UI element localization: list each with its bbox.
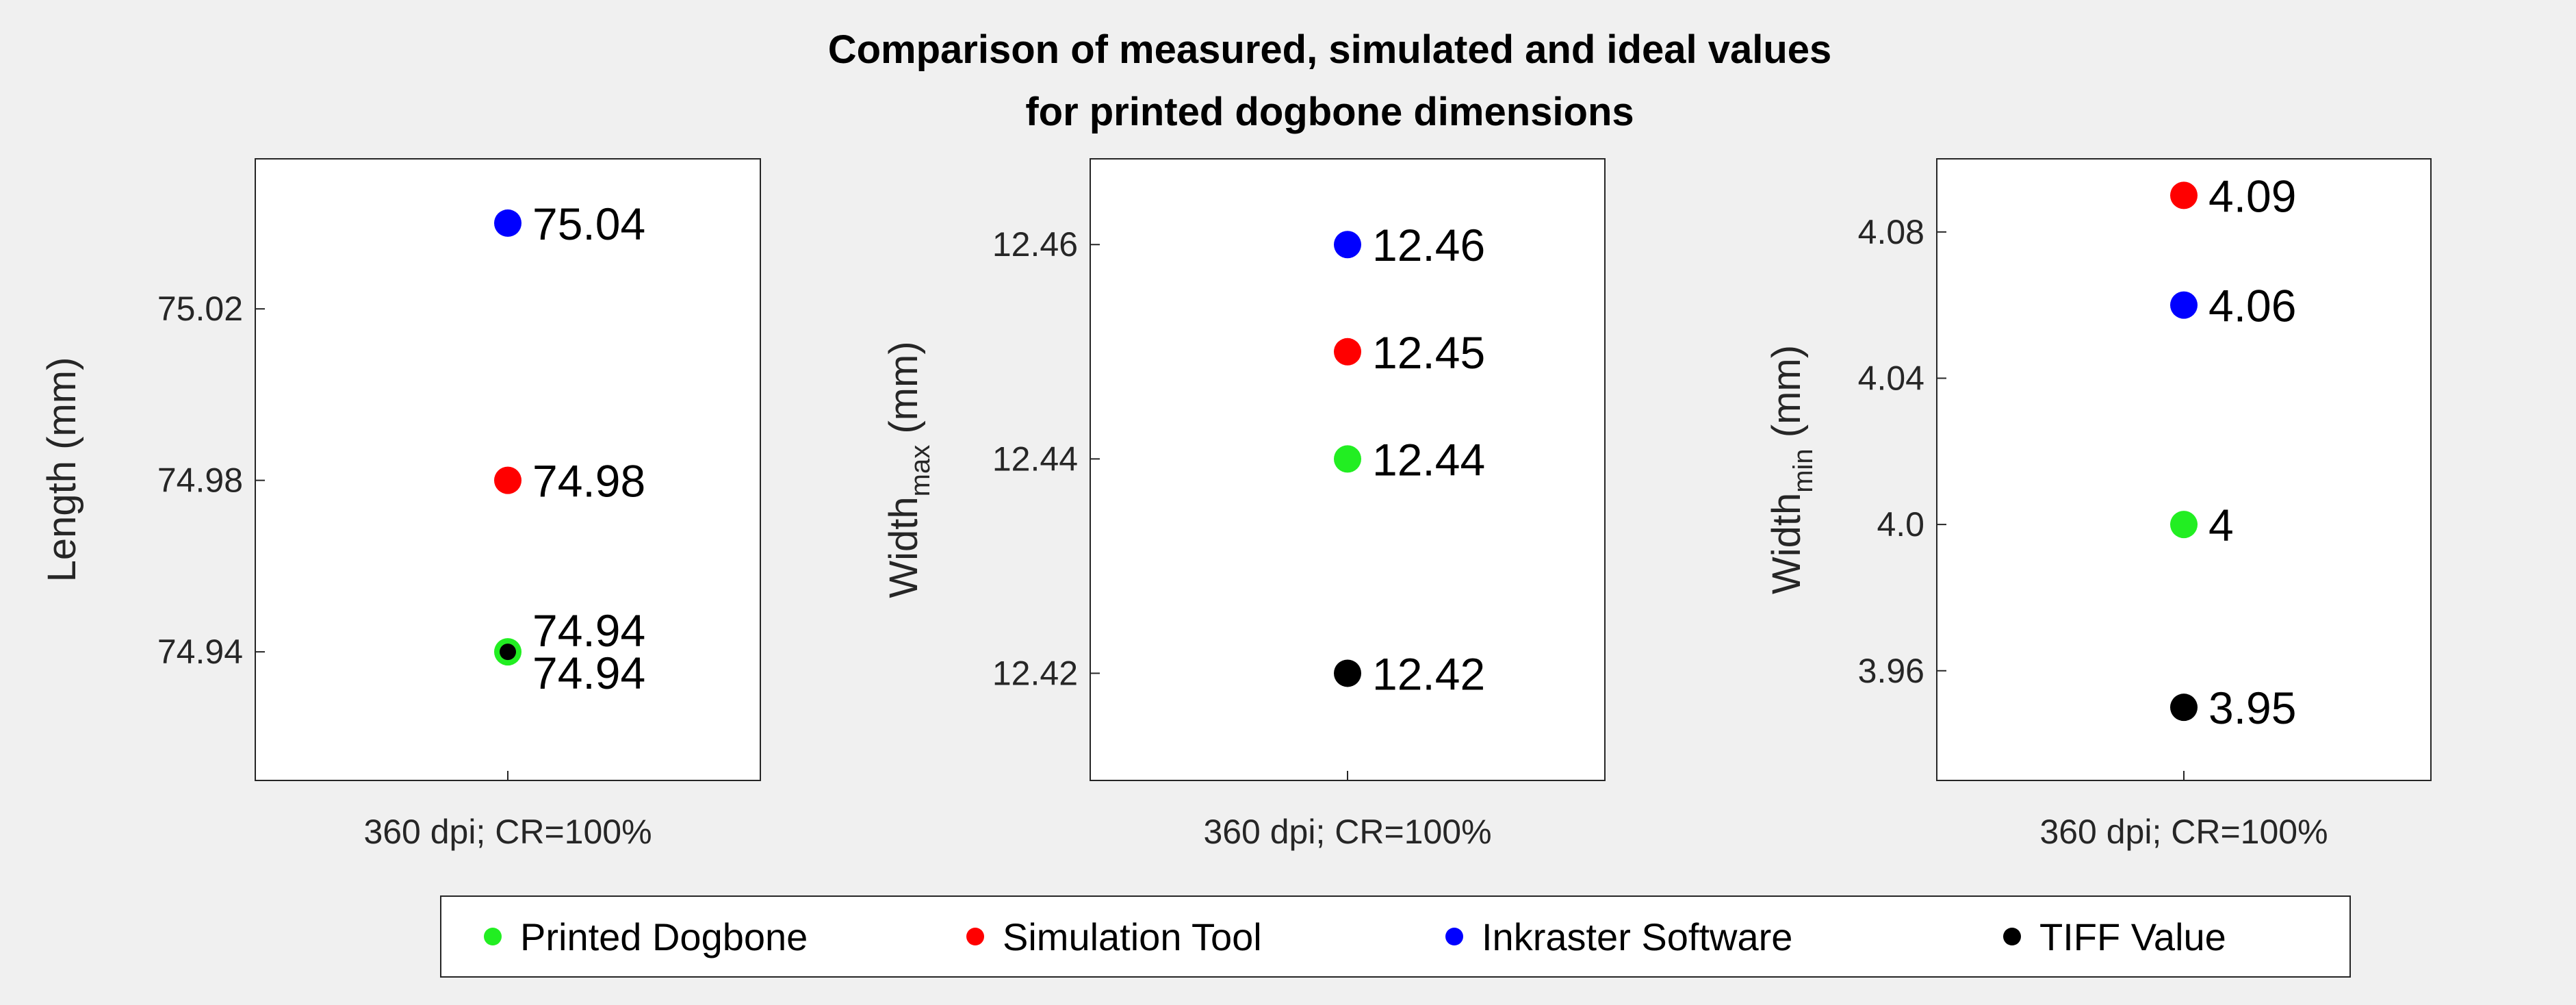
data-label-simulation: 12.45 [1372,327,1485,378]
y-tick-label: 4.0 [1877,505,1924,544]
data-label-printed: 4 [2208,500,2234,550]
legend-marker-simulation [966,928,984,945]
data-point-inkraster [1334,231,1361,259]
data-point-simulation [2170,181,2198,209]
data-point-simulation [1334,338,1361,366]
legend-marker-tiff [2003,928,2021,945]
data-label-simulation: 74.98 [532,456,645,507]
panel-1: 74.94 74.98 75.02 360 dpi; CR=100% Length (m… [40,158,761,851]
data-point-inkraster [494,209,521,237]
y-tick-label: 74.98 [157,461,243,500]
legend-marker-printed [484,928,502,945]
data-label-inkraster: 4.06 [2208,281,2296,331]
data-label-inkraster: 75.04 [532,199,645,249]
y-tick-label: 12.44 [992,440,1078,478]
data-point-tiff [2170,694,2198,722]
legend-label-printed: Printed Dogbone [520,915,808,958]
y-tick-label: 3.96 [1858,652,1924,690]
x-tick-label: 360 dpi; CR=100% [363,813,652,851]
data-label-tiff: 12.42 [1372,648,1485,699]
data-point-printed [2170,511,2198,539]
panels: 74.94 74.98 75.02 360 dpi; CR=100% Length (m… [40,158,2432,851]
y-axis-label-subscript: min [1788,448,1818,492]
data-point-printed [1334,445,1361,473]
y-tick-label: 75.02 [157,290,243,328]
data-point-tiff [1334,659,1361,687]
y-axis-label-unit: (mm) [881,341,926,444]
data-label-tiff: 3.95 [2208,683,2296,733]
x-tick-label: 360 dpi; CR=100% [2039,813,2328,851]
y-tick-label: 12.46 [992,225,1078,264]
legend-label-inkraster: Inkraster Software [1482,915,1792,958]
panel-2: 12.42 12.44 12.46 360 dpi; CR=100% Widthmax … [881,158,1606,851]
data-label-tiff: 74.94 [532,648,645,698]
y-axis-label-main: Width [881,496,926,598]
y-axis-label-subscript: max [905,445,936,497]
x-tick-label: 360 dpi; CR=100% [1203,813,1491,851]
legend: Printed Dogbone Simulation Tool Inkraster … [440,895,2351,978]
data-point-inkraster [2170,291,2198,319]
data-label-simulation: 4.09 [2208,170,2296,221]
chart-title-line1: Comparison of measured, simulated and id… [828,27,1832,72]
y-axis-label: Widthmax (mm) [881,341,936,598]
legend-box [440,895,2351,978]
y-tick-label: 12.42 [992,654,1078,692]
legend-marker-inkraster [1445,928,1463,945]
y-axis-label: Length (mm) [40,357,84,583]
legend-label-simulation: Simulation Tool [1003,915,1262,958]
data-point-simulation [494,466,521,494]
y-axis-label: Widthmin (mm) [1764,345,1818,594]
data-label-inkraster: 12.46 [1372,220,1485,270]
data-point-tiff [500,644,516,661]
y-tick-label: 4.04 [1858,359,1924,397]
data-label-printed: 74.94 [532,605,645,656]
y-axis-label-unit: (mm) [1764,345,1809,448]
y-tick-label: 4.08 [1858,213,1924,251]
plot-area [1936,158,2432,781]
chart-title-line2: for printed dogbone dimensions [1025,90,1634,134]
data-label-printed: 12.44 [1372,434,1485,485]
y-tick-label: 74.94 [157,633,243,671]
legend-label-tiff: TIFF Value [2039,915,2226,958]
panel-3: 3.96 4.0 4.04 4.08 360 dpi; CR=100% Widthmin … [1764,158,2432,851]
y-axis-label-main: Width [1764,493,1809,594]
